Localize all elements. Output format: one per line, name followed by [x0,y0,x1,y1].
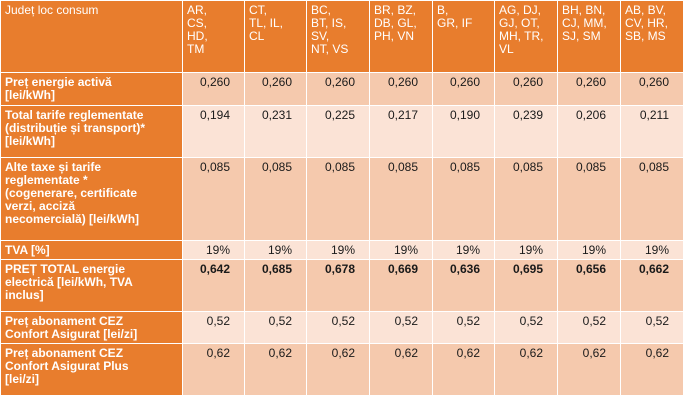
table-cell: 19% [306,240,370,260]
table-cell: 0,190 [432,105,495,158]
table-cell: 0,62 [557,343,621,396]
row-label: TVA [%] [0,240,183,260]
table-cell: 0,194 [182,105,245,158]
table-cell: 0,52 [620,311,683,344]
table-cell: 0,656 [557,259,621,312]
region-header: BR, BZ, DB, GL, PH, VN [369,0,433,73]
table-cell: 0,678 [306,259,370,312]
table-cell: 0,62 [306,343,370,396]
table-cell: 0,260 [620,72,683,106]
region-header: BC, BT, IS, SV, NT, VS [306,0,370,73]
table-cell: 0,62 [244,343,307,396]
table-row: Preț abonament CEZ Confort Asigurat [lei… [0,311,683,344]
tariff-table: Județ loc consum AR, CS, HD, TM CT, TL, … [0,0,683,396]
header-label: Județ loc consum [0,0,183,73]
table-cell: 19% [369,240,433,260]
table-cell: 0,52 [244,311,307,344]
table-cell: 0,52 [557,311,621,344]
table-cell: 0,52 [494,311,558,344]
region-header: AR, CS, HD, TM [182,0,245,73]
table-cell: 0,085 [369,157,433,241]
table-cell: 0,695 [494,259,558,312]
table-cell: 0,239 [494,105,558,158]
row-label: Preț abonament CEZ Confort Asigurat Plus… [0,343,183,396]
region-header: B, GR, IF [432,0,495,73]
table-cell: 0,231 [244,105,307,158]
table-cell: 0,206 [557,105,621,158]
row-label: Alte taxe și tarife reglementate * (coge… [0,157,183,241]
table-cell: 0,260 [432,72,495,106]
table-cell: 0,260 [369,72,433,106]
table-cell: 0,260 [557,72,621,106]
table-cell: 19% [620,240,683,260]
table-cell: 0,642 [182,259,245,312]
table-cell: 0,260 [244,72,307,106]
table-cell: 0,085 [306,157,370,241]
table-cell: 0,085 [494,157,558,241]
table-cell: 0,217 [369,105,433,158]
table-cell: 0,685 [244,259,307,312]
table-row: Preț energie activă [lei/kWh] 0,260 0,26… [0,72,683,106]
table-cell: 0,225 [306,105,370,158]
table-row: Preț abonament CEZ Confort Asigurat Plus… [0,343,683,396]
table-row: TVA [%] 19% 19% 19% 19% 19% 19% 19% 19% [0,240,683,260]
table-cell: 0,52 [306,311,370,344]
table-cell: 0,085 [244,157,307,241]
region-header: BH, BN, CJ, MM, SJ, SM [557,0,621,73]
table-row: PREȚ TOTAL energie electrică [lei/kWh, T… [0,259,683,312]
table-cell: 0,52 [369,311,433,344]
table-cell: 19% [557,240,621,260]
table-cell: 19% [494,240,558,260]
table-cell: 0,62 [182,343,245,396]
row-label: Preț energie activă [lei/kWh] [0,72,183,106]
table-cell: 0,211 [620,105,683,158]
header-row: Județ loc consum AR, CS, HD, TM CT, TL, … [0,0,683,73]
table-cell: 0,260 [182,72,245,106]
table-cell: 0,085 [620,157,683,241]
row-label: Preț abonament CEZ Confort Asigurat [lei… [0,311,183,344]
table-row: Alte taxe și tarife reglementate * (coge… [0,157,683,241]
table-cell: 0,62 [432,343,495,396]
table-cell: 0,62 [369,343,433,396]
table-cell: 19% [432,240,495,260]
table-cell: 19% [182,240,245,260]
table-cell: 0,62 [494,343,558,396]
table-cell: 0,085 [432,157,495,241]
table-cell: 0,669 [369,259,433,312]
table-cell: 0,636 [432,259,495,312]
table-row: Total tarife reglementate (distribuție ș… [0,105,683,158]
region-header: AB, BV, CV, HR, SB, MS [620,0,683,73]
table-cell: 0,260 [494,72,558,106]
table-cell: 0,62 [620,343,683,396]
table-cell: 0,662 [620,259,683,312]
table-cell: 0,52 [182,311,245,344]
table-cell: 19% [244,240,307,260]
region-header: CT, TL, IL, CL [244,0,307,73]
table-cell: 0,085 [182,157,245,241]
region-header: AG, DJ, GJ, OT, MH, TR, VL [494,0,558,73]
table-cell: 0,085 [557,157,621,241]
row-label: Total tarife reglementate (distribuție ș… [0,105,183,158]
row-label: PREȚ TOTAL energie electrică [lei/kWh, T… [0,259,183,312]
table-cell: 0,260 [306,72,370,106]
table-cell: 0,52 [432,311,495,344]
